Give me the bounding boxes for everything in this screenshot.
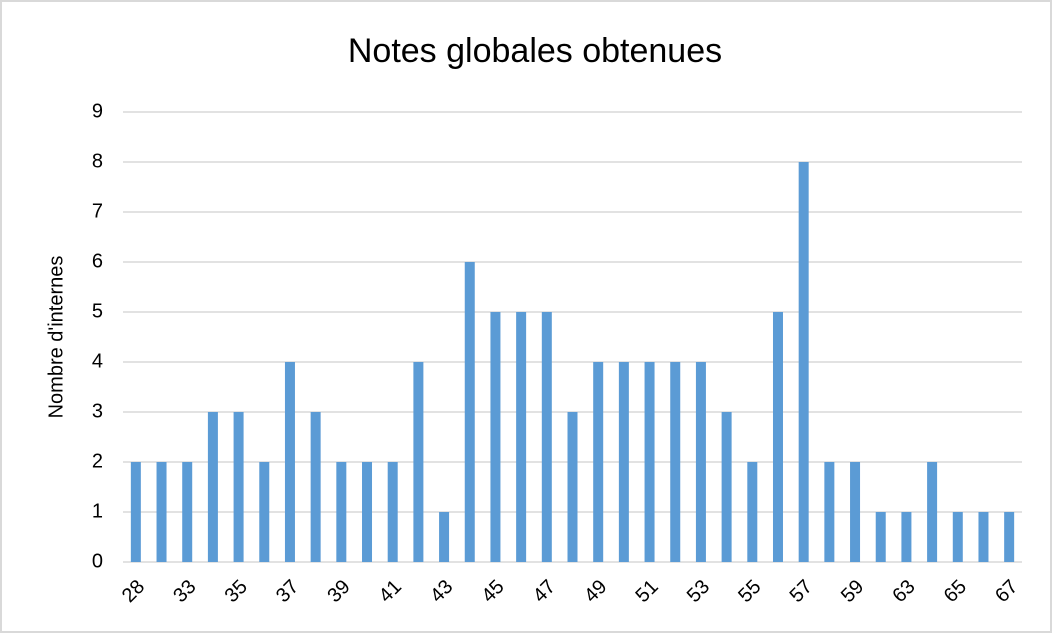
bar [336,462,347,562]
bar [952,512,963,562]
bar [490,312,501,562]
y-tick-label: 9 [92,100,103,122]
bar [747,462,758,562]
bar [644,362,655,562]
bar [233,412,244,562]
bar [182,462,193,562]
y-tick-label: 4 [92,350,103,372]
y-tick-label: 3 [92,400,103,422]
bar [413,362,424,562]
bar [362,462,373,562]
bar [978,512,989,562]
bar [721,412,732,562]
bar [772,312,783,562]
y-tick-label: 0 [92,550,103,572]
bar [516,312,527,562]
y-tick-label: 2 [92,450,103,472]
bar [670,362,681,562]
y-tick-label: 7 [92,200,103,222]
y-tick-label: 6 [92,250,103,272]
bar [875,512,886,562]
bar [464,262,475,562]
bar [567,412,578,562]
bar [284,362,295,562]
bar [541,312,552,562]
bar [798,162,809,562]
bar [439,512,450,562]
bar [850,462,861,562]
bar [207,412,218,562]
y-tick-label: 5 [92,300,103,322]
bar [156,462,167,562]
bar [824,462,835,562]
y-tick-label: 8 [92,150,103,172]
chart-title: Notes globales obtenues [348,32,722,70]
bar [695,362,706,562]
bar [310,412,321,562]
bar [901,512,912,562]
bar [387,462,398,562]
y-axis-label: Nombre d'internes [45,256,67,419]
bar [259,462,270,562]
bar [593,362,604,562]
bar [927,462,938,562]
bar [130,462,141,562]
bar [618,362,629,562]
y-tick-label: 1 [92,500,103,522]
bar [1004,512,1015,562]
